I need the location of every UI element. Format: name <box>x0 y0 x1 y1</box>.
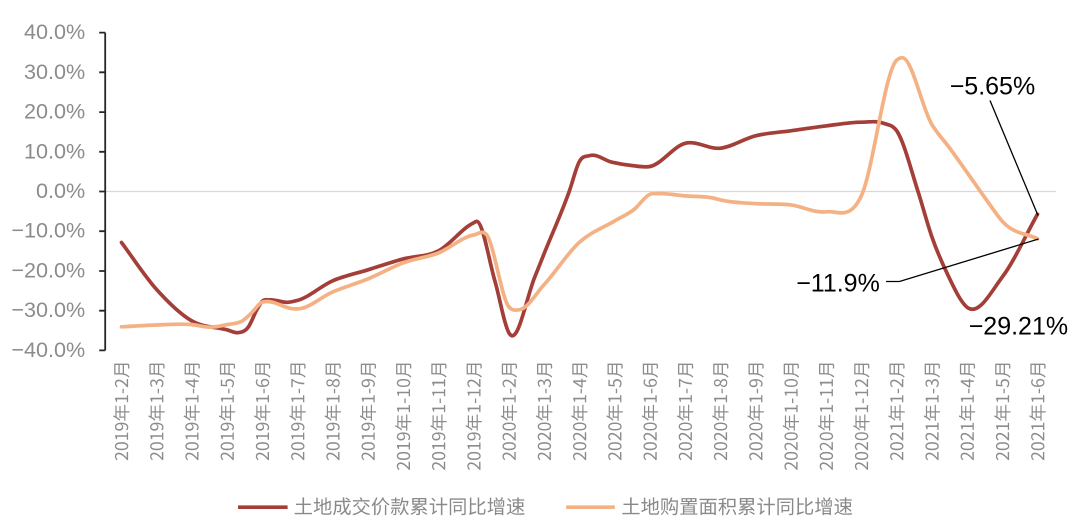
svg-text:30.0%: 30.0% <box>24 59 85 84</box>
svg-text:−29.21%: −29.21% <box>969 312 1068 340</box>
svg-text:−5.65%: −5.65% <box>950 73 1035 101</box>
svg-text:−20.0%: −20.0% <box>11 258 85 283</box>
svg-text:−11.9%: −11.9% <box>796 269 880 297</box>
svg-text:−40.0%: −40.0% <box>11 337 85 362</box>
svg-text:40.0%: 40.0% <box>24 19 85 44</box>
svg-text:−30.0%: −30.0% <box>11 297 85 322</box>
svg-text:20.0%: 20.0% <box>24 99 85 124</box>
svg-text:0.0%: 0.0% <box>36 178 85 203</box>
svg-text:−10.0%: −10.0% <box>11 218 85 243</box>
svg-text:10.0%: 10.0% <box>24 138 85 163</box>
